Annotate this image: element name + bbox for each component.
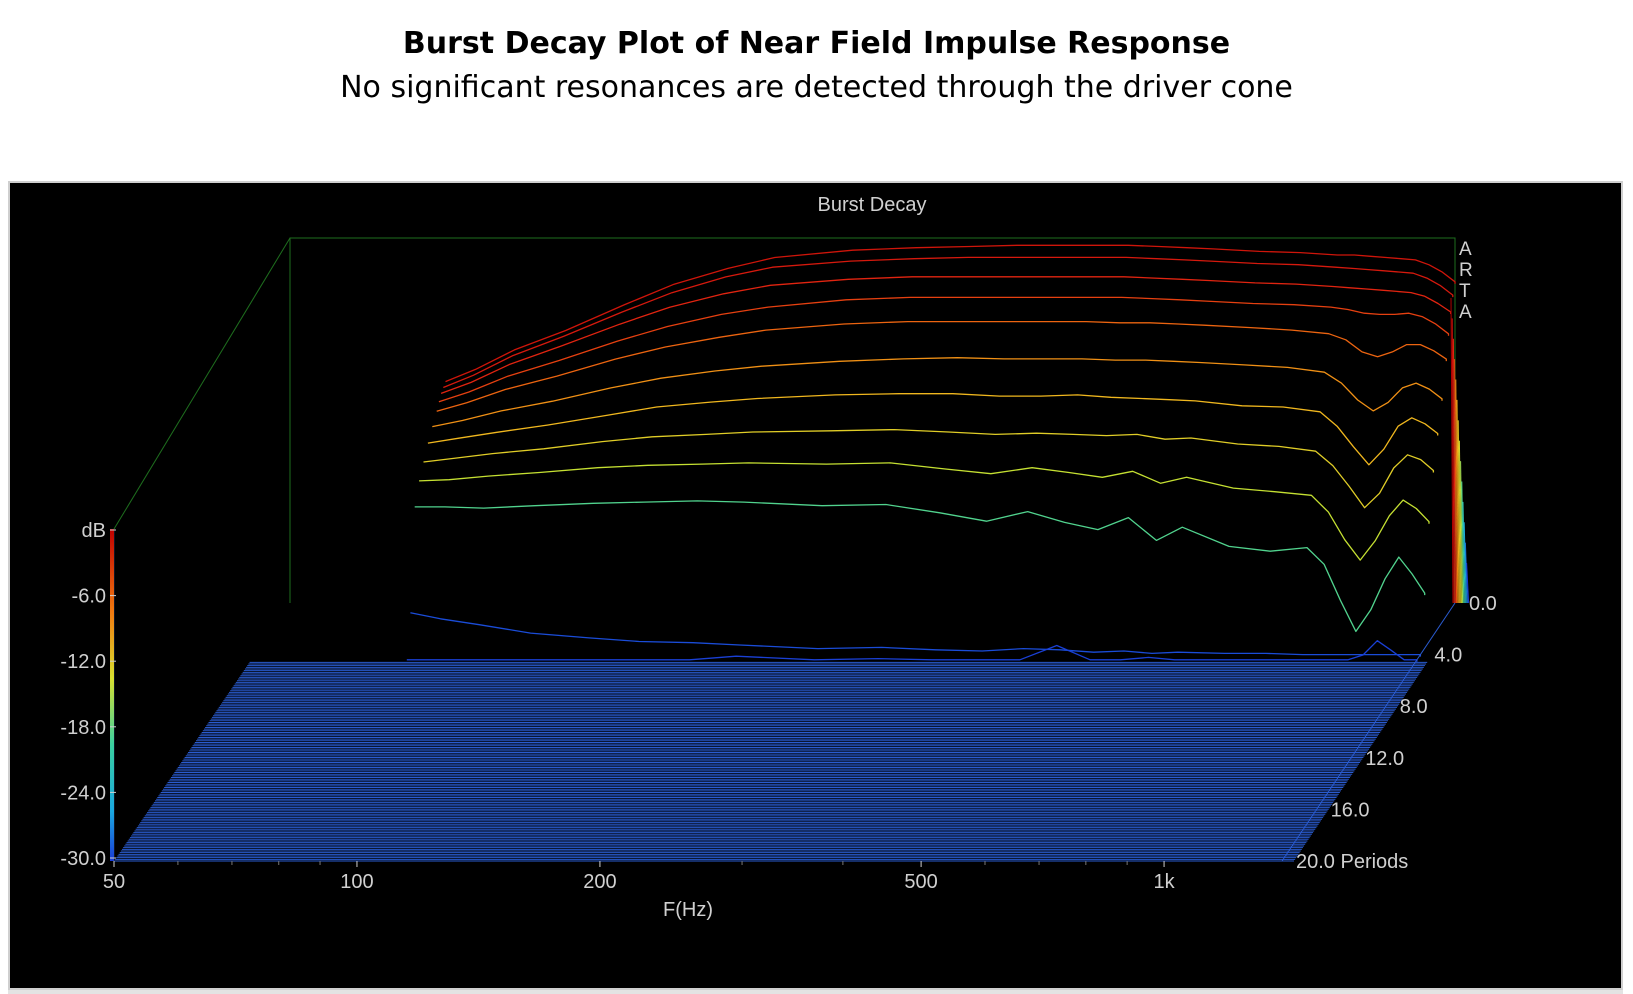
watermark-letter: R [1459,260,1473,281]
slice-layer [406,244,1470,662]
decay-slice-line [440,276,1452,395]
decay-slice-line [414,500,1426,633]
bottom-strip [8,990,1623,994]
db-tick-label: -6.0 [72,586,106,608]
chart-title: Burst Decay [818,194,927,216]
period-tick-label: 8.0 [1400,696,1428,718]
edge-fall-line [1466,562,1470,604]
db-tick-label: -24.0 [60,782,106,804]
edge-fall-line [1461,481,1465,604]
watermark-letter: T [1459,281,1471,302]
decay-slice-line [432,357,1443,428]
db-tick-label: -18.0 [60,717,106,739]
edge-fall-line [1463,522,1467,604]
left-top-edge [113,237,291,530]
x-axis-label: F(Hz) [663,899,713,921]
period-tick-label: 20.0 Periods [1296,851,1408,873]
depth-axis-edge [1281,602,1456,862]
edge-fall-line [1464,542,1468,604]
floor-layer [114,661,1428,862]
decay-slice-line [445,244,1456,383]
decay-slice-line [410,612,1422,657]
decay-slice-line [436,320,1447,412]
decay-slice-line [423,428,1435,509]
edge-fall-line [1454,359,1458,604]
page-subtitle: No significant resonances are detected t… [340,70,1293,105]
edge-fall-line [1462,501,1466,604]
edge-fall-line [1458,440,1462,604]
db-tick-label: dB [82,520,106,542]
watermark-letter: A [1459,302,1472,323]
db-tick-label: -30.0 [60,848,106,870]
freq-tick-label: 100 [340,871,373,893]
page-title: Burst Decay Plot of Near Field Impulse R… [402,26,1231,61]
edge-fall-line [1456,399,1460,604]
edge-fall-line [1451,318,1455,604]
edge-fall-line [1450,297,1454,604]
period-tick-label: 12.0 [1365,748,1404,770]
edge-fall-line [1452,338,1456,604]
freq-tick-label: 50 [103,871,125,893]
period-tick-label: 0.0 [1469,593,1497,615]
edge-fall-line [1455,379,1459,604]
edge-fall-line [1460,461,1464,604]
decay-slice-line [406,640,1418,662]
colorbar [110,529,114,861]
freq-tick-label: 200 [583,871,616,893]
decay-slice-line [443,256,1454,389]
edge-fall-line [1457,420,1461,604]
decay-slice-line [438,296,1450,403]
freq-tick-label: 1k [1153,871,1175,893]
period-tick-label: 4.0 [1434,645,1462,667]
freq-tick-label: 500 [904,871,937,893]
decay-slice-line [419,462,1430,561]
db-tick-label: -12.0 [60,651,106,673]
watermark-letter: A [1459,239,1472,260]
decay-slice-line [427,393,1439,466]
period-tick-label: 16.0 [1331,799,1370,821]
